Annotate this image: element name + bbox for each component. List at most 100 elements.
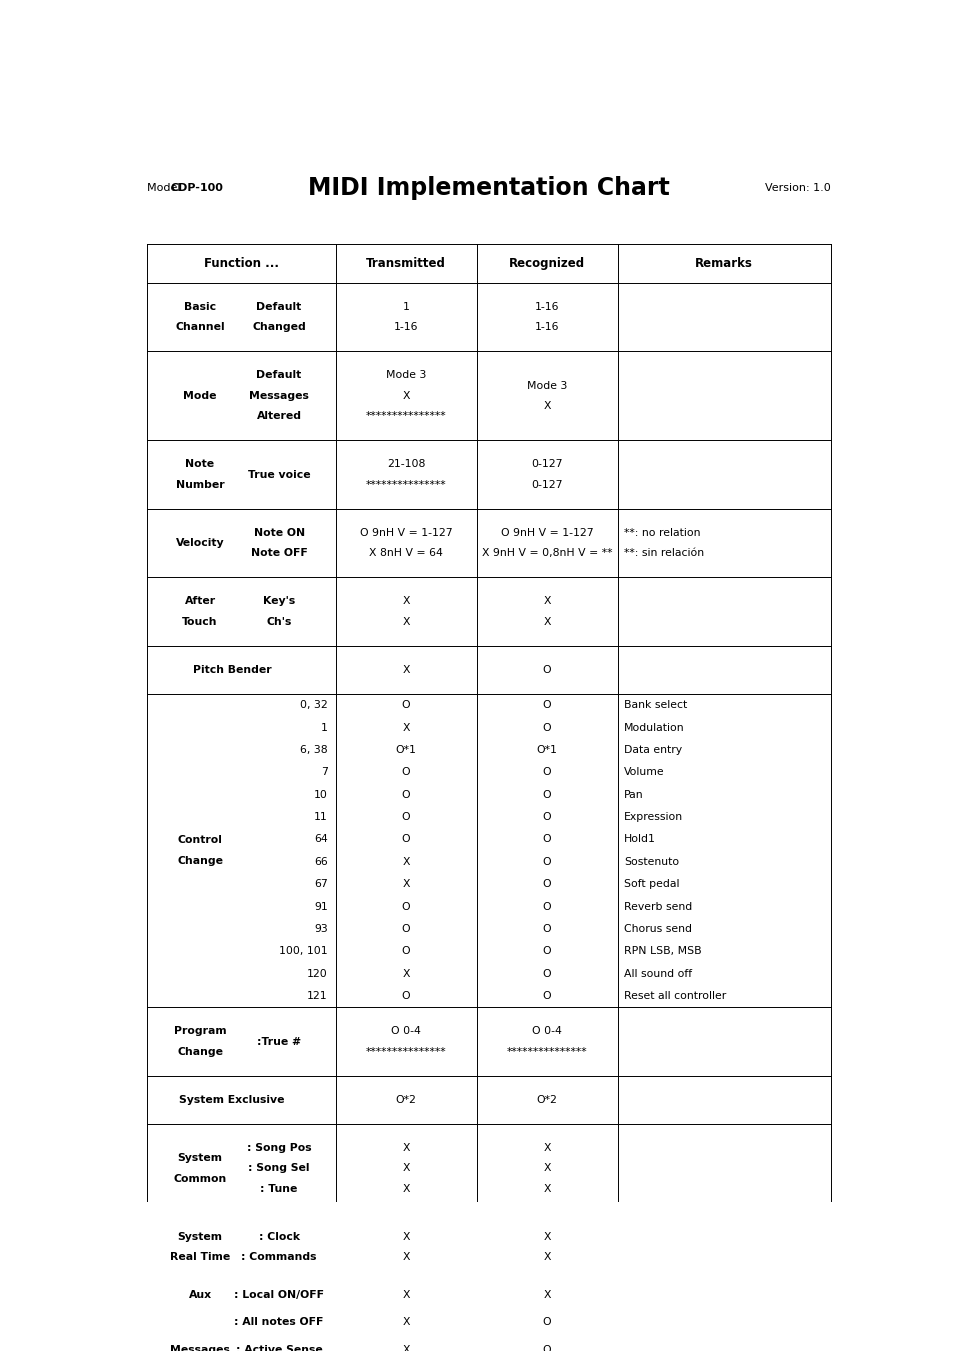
Text: Modulation: Modulation [623,723,684,732]
Text: Key's: Key's [263,596,294,607]
Text: Remarks: Remarks [695,257,752,270]
Text: Sostenuto: Sostenuto [623,857,679,867]
Text: O: O [542,835,551,844]
Text: X: X [543,596,550,607]
Text: : Local ON/OFF: : Local ON/OFF [233,1290,324,1300]
Text: O: O [542,992,551,1001]
Text: 6, 38: 6, 38 [300,744,328,755]
Text: Transmitted: Transmitted [366,257,446,270]
Text: X: X [543,1143,550,1154]
Text: :True #: :True # [256,1036,301,1047]
Text: CDP-100: CDP-100 [171,184,223,193]
Text: Soft pedal: Soft pedal [623,880,679,889]
Text: O: O [401,901,410,912]
Text: X: X [402,596,410,607]
Text: Real Time: Real Time [170,1252,230,1262]
Text: O: O [401,767,410,777]
Text: X: X [402,1232,410,1242]
Text: Aux: Aux [189,1290,212,1300]
Text: O: O [542,947,551,957]
Text: Number: Number [175,480,224,489]
Text: Control: Control [177,835,222,846]
Text: O: O [401,924,410,934]
Text: X: X [543,1163,550,1174]
Text: O*1: O*1 [395,744,416,755]
Text: Function ...: Function ... [204,257,278,270]
Text: 120: 120 [307,969,328,978]
Text: 121: 121 [307,992,328,1001]
Text: X: X [402,1163,410,1174]
Text: Reverb send: Reverb send [623,901,692,912]
Text: Ch's: Ch's [266,617,292,627]
Text: : Song Pos: : Song Pos [247,1143,311,1154]
Text: O: O [401,700,410,711]
Text: 1-16: 1-16 [394,323,418,332]
Text: X: X [402,1183,410,1194]
Text: : Commands: : Commands [241,1252,316,1262]
Text: O*2: O*2 [395,1094,416,1105]
Text: O: O [542,1344,551,1351]
Text: Channel: Channel [175,323,225,332]
Text: 0-127: 0-127 [531,459,562,469]
Text: 91: 91 [314,901,328,912]
Text: : Clock: : Clock [258,1232,299,1242]
Text: System: System [177,1232,222,1242]
Text: X: X [543,1290,550,1300]
Text: O: O [542,1317,551,1328]
Text: X: X [543,1252,550,1262]
Text: Common: Common [173,1174,227,1183]
Text: 0, 32: 0, 32 [300,700,328,711]
Text: **: sin relación: **: sin relación [623,549,703,558]
Text: X: X [402,617,410,627]
Text: Mode 3: Mode 3 [386,370,426,381]
Text: O: O [401,835,410,844]
Text: X: X [543,1232,550,1242]
Text: After: After [184,596,215,607]
Text: X 8nH V = 64: X 8nH V = 64 [369,549,442,558]
Text: O 9nH V = 1-127: O 9nH V = 1-127 [359,528,452,538]
Text: O: O [401,790,410,800]
Text: : Active Sense: : Active Sense [235,1344,322,1351]
Text: X: X [402,1317,410,1328]
Text: RPN LSB, MSB: RPN LSB, MSB [623,947,700,957]
Text: 64: 64 [314,835,328,844]
Text: O: O [542,901,551,912]
Text: O: O [401,812,410,823]
Text: X: X [402,1252,410,1262]
Text: Change: Change [177,857,223,866]
Text: Recognized: Recognized [509,257,584,270]
Text: Model: Model [147,184,184,193]
Text: : Song Sel: : Song Sel [248,1163,310,1174]
Text: Note ON: Note ON [253,528,304,538]
Text: Hold1: Hold1 [623,835,655,844]
Text: O: O [542,665,551,676]
Text: 10: 10 [314,790,328,800]
Text: O: O [542,767,551,777]
Text: X: X [402,1143,410,1154]
Text: Expression: Expression [623,812,682,823]
Text: Messages: Messages [170,1344,230,1351]
Text: 1: 1 [320,723,328,732]
Text: O: O [542,723,551,732]
Text: Data entry: Data entry [623,744,681,755]
Text: X: X [402,665,410,676]
Text: Changed: Changed [252,323,306,332]
Text: True voice: True voice [248,470,310,480]
Text: X: X [402,390,410,401]
Text: X: X [402,1344,410,1351]
Text: Bank select: Bank select [623,700,686,711]
Text: System: System [177,1154,222,1163]
Text: 1-16: 1-16 [535,323,558,332]
Text: 66: 66 [314,857,328,867]
Text: 1: 1 [402,301,409,312]
Text: ***************: *************** [365,480,446,489]
Text: All sound off: All sound off [623,969,691,978]
Text: X 9nH V = 0,8nH V = **: X 9nH V = 0,8nH V = ** [481,549,612,558]
Text: Messages: Messages [249,390,309,401]
Text: O: O [542,880,551,889]
Text: 21-108: 21-108 [387,459,425,469]
Text: 93: 93 [314,924,328,934]
Text: Change: Change [177,1047,223,1056]
Text: Note: Note [185,459,214,469]
Text: O: O [401,947,410,957]
